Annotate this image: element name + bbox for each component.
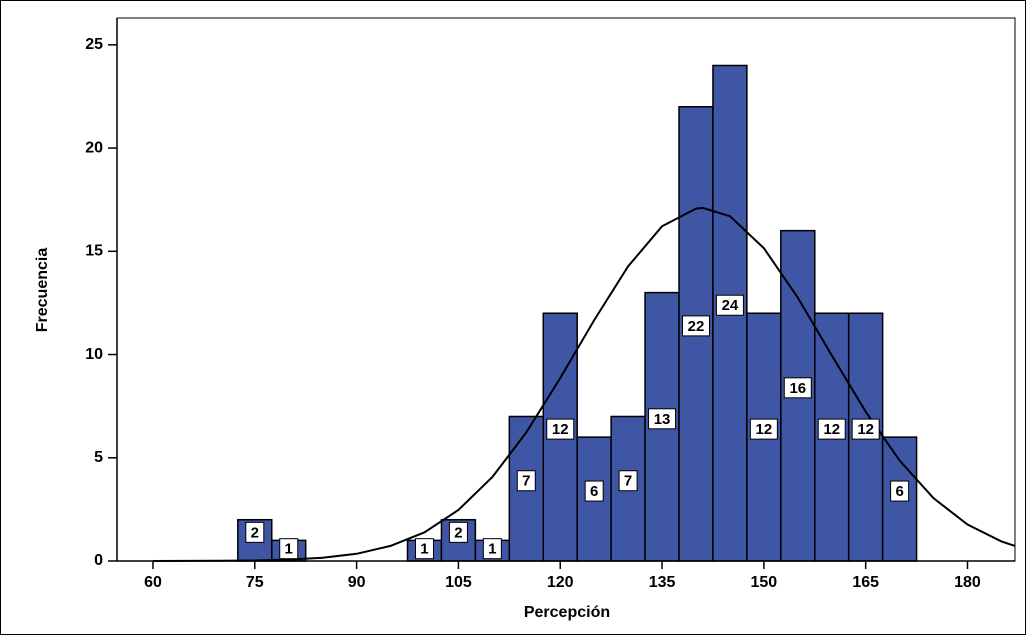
value-label-box <box>245 521 265 543</box>
value-label: 12 <box>552 421 569 438</box>
value-label: 12 <box>857 421 874 438</box>
x-tick-label: 105 <box>445 574 472 591</box>
value-label-box <box>546 418 575 440</box>
normal-curve <box>152 206 1016 562</box>
x-tick-label: 75 <box>246 574 264 591</box>
value-label: 7 <box>624 473 632 490</box>
value-label-box <box>749 418 778 440</box>
y-tick-label: 10 <box>85 346 103 363</box>
value-label: 1 <box>285 541 293 558</box>
value-label-box <box>414 538 434 560</box>
x-tick-label: 180 <box>954 574 981 591</box>
y-tick-label: 0 <box>94 552 103 569</box>
y-tick-label: 15 <box>85 243 103 260</box>
y-tick-label: 5 <box>94 449 103 466</box>
value-label: 7 <box>522 473 530 490</box>
value-label: 16 <box>789 380 806 397</box>
value-label-box <box>783 377 812 399</box>
value-label: 2 <box>251 524 259 541</box>
value-label-box <box>817 418 846 440</box>
value-label-box <box>681 315 710 337</box>
value-label: 24 <box>722 297 739 314</box>
value-label-box <box>448 521 468 543</box>
value-label: 6 <box>895 483 903 500</box>
value-label-box <box>890 480 910 502</box>
value-label: 2 <box>454 524 462 541</box>
x-tick-label: 60 <box>144 574 162 591</box>
value-label-box <box>715 294 744 316</box>
value-label: 6 <box>590 483 598 500</box>
value-label: 22 <box>688 318 705 335</box>
value-label: 13 <box>654 411 671 428</box>
value-label: 12 <box>756 421 773 438</box>
x-axis-title: Percepción <box>524 604 610 621</box>
value-label-box <box>648 408 677 430</box>
value-label-box <box>584 480 604 502</box>
y-tick-label: 25 <box>85 36 103 53</box>
value-label-box <box>482 538 502 560</box>
y-axis-title: Frecuencia <box>34 248 51 333</box>
value-label-box <box>279 538 299 560</box>
value-label: 1 <box>420 541 428 558</box>
value-label: 1 <box>488 541 496 558</box>
value-label-box <box>618 470 638 492</box>
x-tick-label: 135 <box>649 574 676 591</box>
value-label-box <box>851 418 880 440</box>
value-label-box <box>516 470 536 492</box>
x-tick-label: 165 <box>852 574 879 591</box>
x-tick-label: 120 <box>547 574 574 591</box>
x-tick-label: 150 <box>751 574 778 591</box>
y-tick-label: 20 <box>85 139 103 156</box>
value-label: 12 <box>823 421 840 438</box>
x-tick-label: 90 <box>348 574 366 591</box>
